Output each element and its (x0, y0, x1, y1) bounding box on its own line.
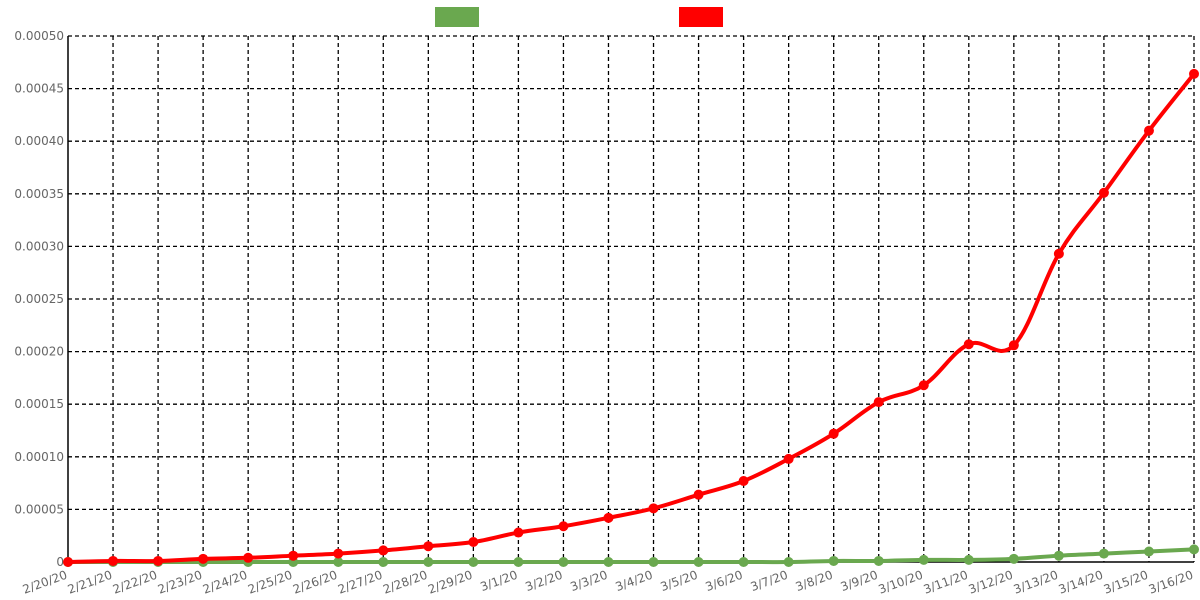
legend-swatch-green (435, 7, 479, 27)
data-point-s1-14 (693, 489, 704, 500)
x-tick-label: 3/10/20 (877, 568, 925, 597)
x-tick-label: 3/4/20 (613, 568, 654, 594)
data-point-s1-18 (873, 397, 884, 408)
x-tick-label: 2/22/20 (111, 568, 159, 597)
data-point-s0-19 (918, 554, 929, 565)
y-tick-label: 0.00045 (14, 82, 64, 96)
y-tick-label: 0.00010 (14, 450, 64, 464)
data-point-s1-3 (198, 553, 209, 564)
x-tick-label: 3/12/20 (967, 568, 1015, 597)
x-tick-label: 2/27/20 (336, 568, 384, 597)
x-tick-label: 3/11/20 (922, 568, 970, 597)
data-point-s0-9 (468, 557, 479, 567)
data-point-s1-24 (1143, 125, 1154, 136)
data-point-s1-10 (513, 527, 524, 538)
x-tick-label: 2/26/20 (291, 568, 339, 597)
x-tick-label: 2/24/20 (201, 568, 249, 597)
data-point-s1-5 (288, 550, 299, 561)
x-tick-label: 2/23/20 (156, 568, 204, 597)
data-point-s1-6 (333, 548, 344, 559)
data-point-s0-17 (828, 555, 839, 566)
x-tick-label: 2/25/20 (246, 568, 294, 597)
y-tick-label: 0.00015 (14, 397, 64, 411)
x-axis: 2/20/202/21/202/22/202/23/202/24/202/25/… (21, 568, 1195, 597)
y-tick-label: 0.00050 (14, 29, 64, 43)
x-tick-label: 3/15/20 (1102, 568, 1150, 597)
data-point-s1-0 (63, 557, 73, 567)
data-point-s0-20 (963, 554, 974, 565)
data-point-s1-21 (1008, 340, 1019, 351)
data-point-s1-7 (378, 545, 389, 556)
data-point-s0-18 (873, 555, 884, 566)
y-axis: 0 0.00005 0.00010 0.00015 0.00020 0.00025 0.00… (14, 29, 64, 569)
y-tick-label: 0.00025 (14, 292, 64, 306)
x-tick-label: 3/5/20 (659, 568, 700, 594)
data-point-s1-17 (828, 428, 839, 439)
legend-swatch-red (679, 7, 723, 27)
data-point-s1-4 (243, 552, 254, 563)
data-point-s0-11 (558, 557, 569, 567)
grid (67, 35, 1195, 563)
legend-item-green[interactable] (435, 7, 485, 27)
data-point-s1-13 (648, 503, 659, 514)
data-point-s1-20 (963, 339, 974, 350)
x-tick-label: 3/1/20 (478, 568, 519, 594)
data-point-s1-25 (1189, 68, 1199, 79)
data-point-s0-16 (783, 557, 794, 567)
data-point-s0-12 (603, 557, 614, 567)
series-line-1 (66, 71, 1196, 564)
y-tick-label: 0.00020 (14, 345, 64, 359)
x-tick-label: 3/7/20 (749, 568, 790, 594)
data-point-s1-12 (603, 512, 614, 523)
x-tick-label: 2/21/20 (66, 568, 114, 597)
y-tick-label: 0.00040 (14, 134, 64, 148)
data-point-s1-16 (783, 453, 794, 464)
data-point-s0-8 (423, 557, 434, 567)
data-point-s1-19 (918, 380, 929, 391)
y-tick-label: 0.00030 (14, 239, 64, 253)
y-tick-label: 0.00005 (14, 502, 64, 516)
series-layer (63, 68, 1199, 567)
data-point-s1-8 (423, 541, 434, 552)
data-point-s0-15 (738, 557, 749, 567)
data-point-s1-1 (108, 555, 119, 566)
data-point-s0-6 (333, 557, 344, 567)
y-tick-label: 0.00035 (14, 187, 64, 201)
x-tick-label: 3/6/20 (704, 568, 745, 594)
legend-item-red[interactable] (679, 7, 729, 27)
data-point-s0-22 (1053, 550, 1064, 561)
data-point-s1-9 (468, 537, 479, 548)
data-point-s0-23 (1098, 548, 1109, 559)
y-tick-label: 0 (56, 555, 64, 569)
data-point-s0-24 (1143, 546, 1154, 557)
legend (0, 7, 1200, 29)
data-point-s1-2 (153, 555, 164, 566)
data-point-s0-13 (648, 557, 659, 567)
x-tick-label: 3/13/20 (1012, 568, 1060, 597)
x-tick-label: 2/28/20 (381, 568, 429, 597)
x-tick-label: 3/2/20 (523, 568, 564, 594)
x-tick-label: 3/9/20 (839, 568, 880, 594)
data-point-s0-10 (513, 557, 524, 567)
data-point-s1-15 (738, 475, 749, 486)
data-point-s1-22 (1053, 248, 1064, 259)
series-line-0 (66, 547, 1196, 565)
data-point-s0-21 (1008, 553, 1019, 564)
data-point-s0-7 (378, 557, 389, 567)
data-point-s1-23 (1098, 187, 1109, 198)
x-tick-label: 3/14/20 (1057, 568, 1105, 597)
x-tick-label: 3/8/20 (794, 568, 835, 594)
data-point-s0-14 (693, 557, 704, 567)
data-point-s0-25 (1189, 544, 1199, 555)
x-tick-label: 3/16/20 (1147, 568, 1195, 597)
x-tick-label: 2/29/20 (426, 568, 474, 597)
x-tick-label: 2/20/20 (21, 568, 69, 597)
x-tick-label: 3/3/20 (568, 568, 609, 594)
data-point-s1-11 (558, 521, 569, 532)
